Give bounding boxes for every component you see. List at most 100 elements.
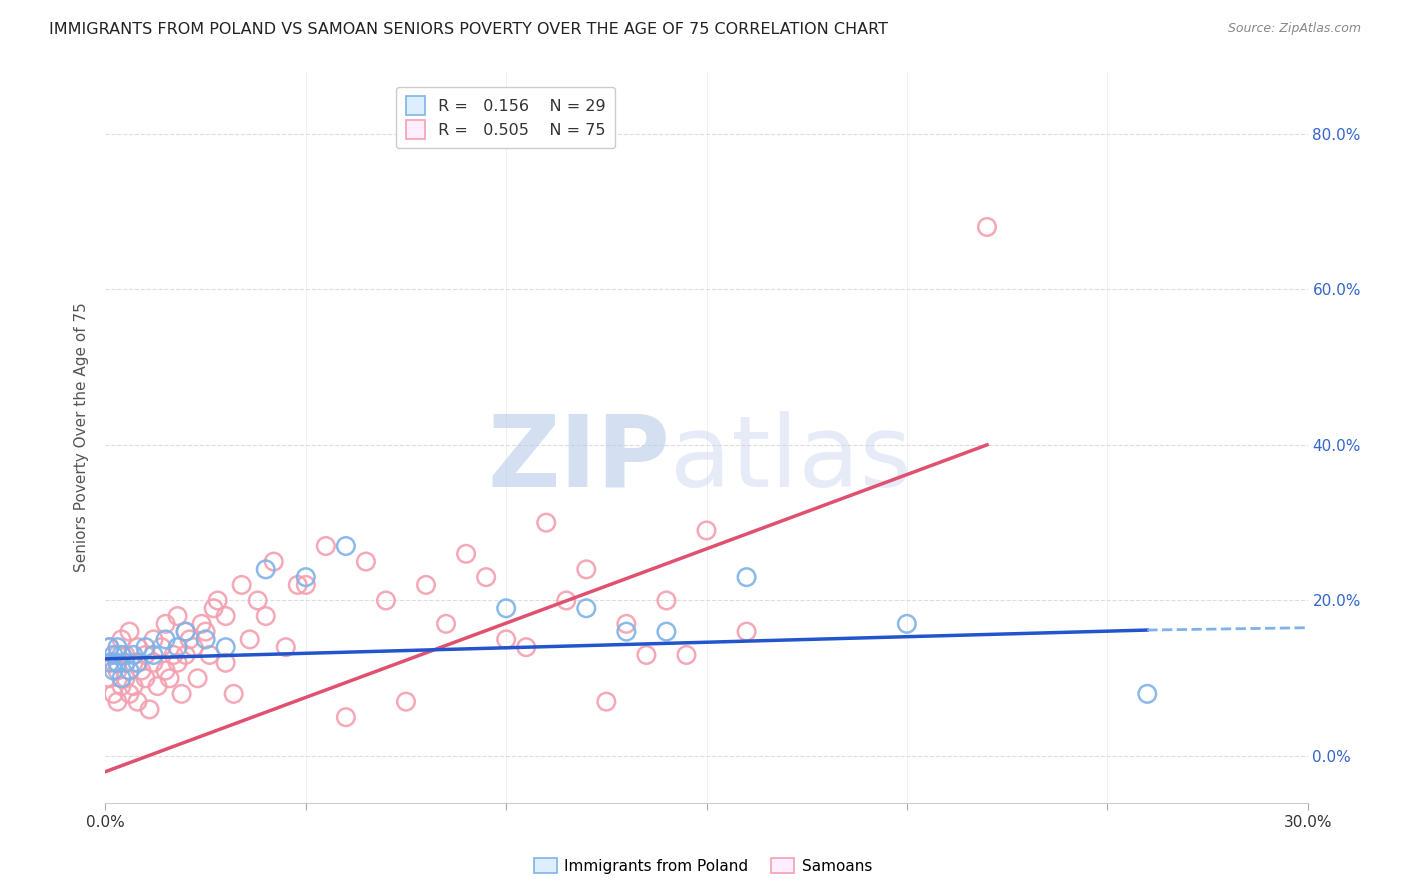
Text: IMMIGRANTS FROM POLAND VS SAMOAN SENIORS POVERTY OVER THE AGE OF 75 CORRELATION : IMMIGRANTS FROM POLAND VS SAMOAN SENIORS… bbox=[49, 22, 889, 37]
Point bbox=[127, 695, 149, 709]
Legend:  R =   0.156    N = 29,  R =   0.505    N = 75: R = 0.156 N = 29, R = 0.505 N = 75 bbox=[396, 87, 616, 148]
Point bbox=[575, 562, 598, 576]
Point bbox=[555, 593, 578, 607]
Point bbox=[127, 640, 149, 655]
Point bbox=[166, 640, 188, 655]
Point bbox=[142, 656, 165, 670]
Point bbox=[374, 593, 398, 607]
Point bbox=[675, 648, 697, 662]
Point bbox=[155, 616, 177, 631]
Point bbox=[190, 616, 212, 631]
Point bbox=[534, 516, 557, 530]
Point bbox=[142, 648, 165, 662]
Point bbox=[735, 624, 758, 639]
Point bbox=[174, 648, 197, 662]
Point bbox=[135, 640, 157, 655]
Point bbox=[107, 640, 129, 655]
Point bbox=[138, 702, 160, 716]
Point bbox=[162, 648, 184, 662]
Point bbox=[114, 656, 136, 670]
Legend: Immigrants from Poland, Samoans: Immigrants from Poland, Samoans bbox=[527, 852, 879, 880]
Point bbox=[159, 671, 181, 685]
Point bbox=[98, 671, 121, 685]
Point bbox=[395, 695, 418, 709]
Point bbox=[166, 609, 188, 624]
Point bbox=[595, 695, 617, 709]
Point bbox=[135, 648, 157, 662]
Point bbox=[103, 687, 125, 701]
Point bbox=[103, 656, 125, 670]
Point bbox=[575, 601, 598, 615]
Point bbox=[179, 632, 201, 647]
Point bbox=[335, 539, 357, 553]
Point bbox=[335, 710, 357, 724]
Point bbox=[107, 656, 129, 670]
Point bbox=[118, 687, 141, 701]
Point bbox=[1136, 687, 1159, 701]
Point bbox=[636, 648, 658, 662]
Point bbox=[155, 664, 177, 678]
Point bbox=[655, 593, 678, 607]
Point bbox=[110, 679, 132, 693]
Point bbox=[127, 656, 149, 670]
Point bbox=[170, 687, 193, 701]
Text: ZIP: ZIP bbox=[488, 410, 671, 508]
Point bbox=[495, 601, 517, 615]
Point bbox=[118, 664, 141, 678]
Point bbox=[103, 664, 125, 678]
Point bbox=[103, 648, 125, 662]
Point bbox=[183, 640, 205, 655]
Point bbox=[198, 648, 221, 662]
Point bbox=[475, 570, 498, 584]
Point bbox=[655, 624, 678, 639]
Point bbox=[454, 547, 477, 561]
Point bbox=[295, 570, 318, 584]
Point bbox=[616, 616, 638, 631]
Point bbox=[287, 578, 309, 592]
Point bbox=[495, 632, 517, 647]
Y-axis label: Seniors Poverty Over the Age of 75: Seniors Poverty Over the Age of 75 bbox=[75, 302, 90, 572]
Point bbox=[174, 624, 197, 639]
Point bbox=[98, 640, 121, 655]
Point bbox=[107, 695, 129, 709]
Point bbox=[107, 664, 129, 678]
Point bbox=[263, 555, 285, 569]
Point bbox=[187, 671, 209, 685]
Point bbox=[146, 679, 169, 693]
Point bbox=[696, 524, 718, 538]
Point bbox=[231, 578, 253, 592]
Point bbox=[976, 219, 998, 234]
Point bbox=[110, 648, 132, 662]
Point bbox=[214, 609, 236, 624]
Point bbox=[222, 687, 245, 701]
Point bbox=[354, 555, 377, 569]
Point bbox=[135, 671, 157, 685]
Point bbox=[194, 624, 217, 639]
Point bbox=[122, 656, 145, 670]
Point bbox=[155, 632, 177, 647]
Point bbox=[150, 640, 173, 655]
Point bbox=[142, 632, 165, 647]
Point bbox=[315, 539, 337, 553]
Point bbox=[202, 601, 225, 615]
Point bbox=[98, 640, 121, 655]
Text: atlas: atlas bbox=[671, 410, 912, 508]
Point bbox=[107, 648, 129, 662]
Point bbox=[131, 664, 153, 678]
Point bbox=[122, 648, 145, 662]
Point bbox=[174, 624, 197, 639]
Point bbox=[415, 578, 437, 592]
Point bbox=[122, 679, 145, 693]
Point bbox=[98, 656, 121, 670]
Point bbox=[434, 616, 457, 631]
Point bbox=[735, 570, 758, 584]
Point bbox=[254, 609, 277, 624]
Point bbox=[207, 593, 229, 607]
Point bbox=[114, 671, 136, 685]
Point bbox=[214, 640, 236, 655]
Point bbox=[896, 616, 918, 631]
Point bbox=[295, 578, 318, 592]
Point bbox=[616, 624, 638, 639]
Point bbox=[254, 562, 277, 576]
Point bbox=[114, 648, 136, 662]
